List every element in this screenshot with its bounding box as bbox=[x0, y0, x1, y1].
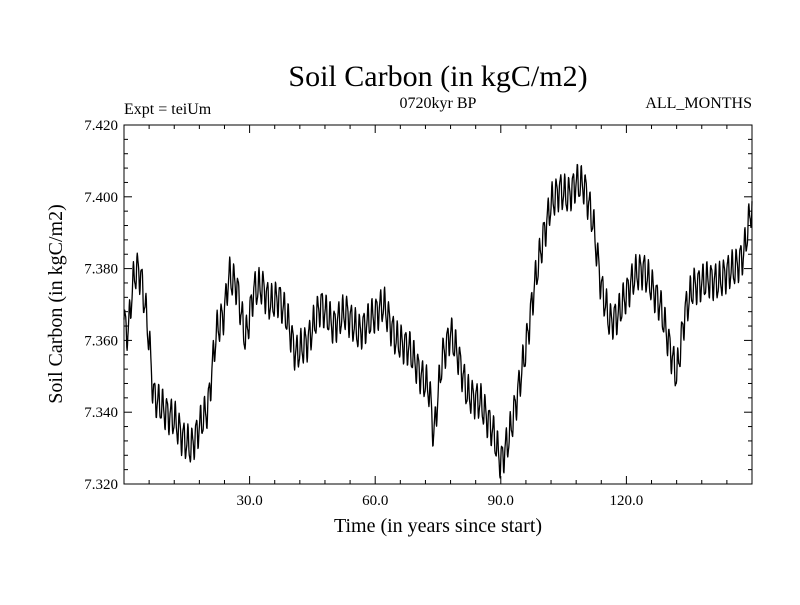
line-layer bbox=[123, 163, 753, 479]
x-tick-label: 30.0 bbox=[236, 493, 262, 509]
y-tick-label: 7.400 bbox=[84, 190, 118, 206]
y-tick-label: 7.420 bbox=[84, 118, 118, 134]
ticks-layer: 7.320 7.340 7.360 7.380 7.400 7.420 30.0 60.0 90… bbox=[84, 118, 752, 509]
months-label: ALL_MONTHS bbox=[645, 95, 752, 112]
y-axis-label: Soil Carbon (in kgC/m2) bbox=[45, 204, 67, 403]
period-label: 0720kyr BP bbox=[400, 95, 477, 112]
x-axis-label: Time (in years since start) bbox=[334, 515, 542, 537]
y-tick-label: 7.320 bbox=[84, 477, 118, 493]
x-tick-label: 90.0 bbox=[488, 493, 514, 509]
experiment-label: Expt = teiUm bbox=[124, 101, 212, 118]
x-tick-label: 60.0 bbox=[362, 493, 388, 509]
chart-title: Soil Carbon (in kgC/m2) bbox=[288, 60, 587, 93]
plot-frame bbox=[123, 124, 753, 485]
series-line-soil-carbon bbox=[123, 163, 753, 479]
y-tick-label: 7.360 bbox=[84, 333, 118, 349]
y-tick-label: 7.340 bbox=[84, 405, 118, 421]
x-tick-label: 120.0 bbox=[610, 493, 644, 509]
y-tick-label: 7.380 bbox=[84, 262, 118, 278]
